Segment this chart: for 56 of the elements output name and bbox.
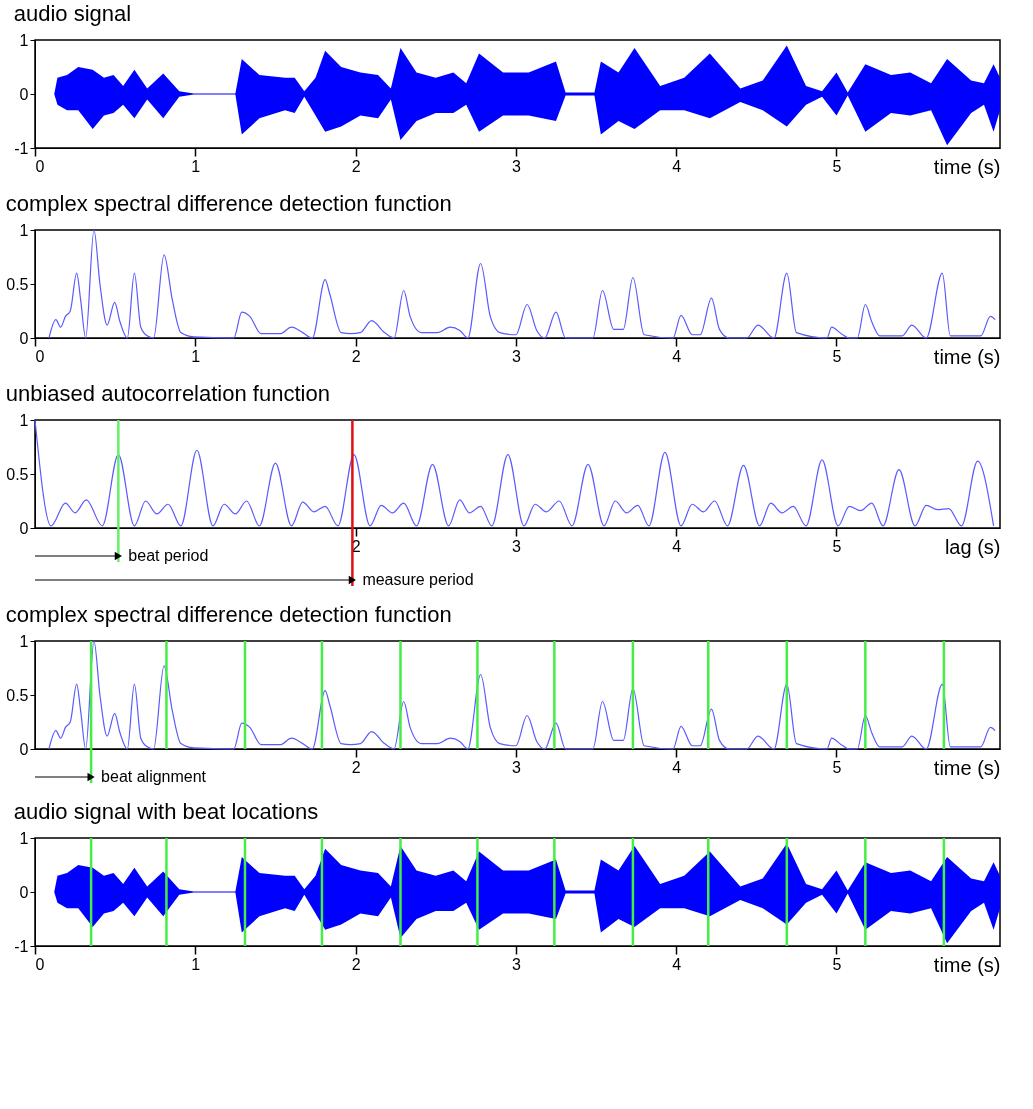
x-tick-label: 4 — [672, 537, 682, 555]
x-tick-label: 4 — [672, 157, 682, 175]
x-tick-label: 0 — [35, 157, 45, 175]
y-tick-label: 1 — [19, 411, 29, 429]
y-tick-label: 0 — [19, 740, 29, 758]
x-tick-label: 3 — [511, 537, 521, 555]
x-axis-title: time (s) — [933, 756, 1001, 779]
y-tick-label: 0 — [19, 329, 29, 347]
y-tick-label: 0 — [19, 85, 29, 103]
y-tick-label: 0 — [19, 883, 29, 901]
y-tick-label: 0 — [19, 519, 29, 537]
x-tick-label: 2 — [351, 955, 361, 973]
x-axis-title: time (s) — [933, 345, 1001, 368]
x-tick-label: 2 — [351, 758, 361, 776]
x-tick-label: 5 — [832, 758, 842, 776]
x-tick-label: 2 — [351, 347, 361, 365]
x-tick-label: 0 — [35, 347, 45, 365]
y-tick-label: 1 — [19, 31, 29, 49]
chart-title: audio signal — [13, 1, 132, 26]
x-tick-label: 1 — [191, 955, 201, 973]
x-tick-label: 1 — [191, 347, 201, 365]
x-tick-label: 3 — [511, 758, 521, 776]
x-tick-label: 5 — [832, 537, 842, 555]
x-tick-label: 2 — [351, 157, 361, 175]
ref-line-label: measure period — [362, 571, 474, 588]
x-axis-title: time (s) — [933, 155, 1001, 178]
chart-title: complex spectral difference detection function — [5, 191, 452, 216]
x-tick-label: 4 — [672, 758, 682, 776]
y-tick-label: -1 — [14, 937, 29, 955]
x-tick-label: 4 — [672, 347, 682, 365]
line-series — [48, 229, 996, 339]
y-tick-label: 1 — [19, 632, 29, 650]
x-tick-label: 1 — [191, 157, 201, 175]
line-series — [48, 640, 996, 750]
y-tick-label: -1 — [14, 139, 29, 157]
x-axis-title: lag (s) — [944, 535, 1001, 558]
ref-line-label: beat period — [128, 547, 209, 564]
y-tick-label: 0.5 — [6, 686, 29, 704]
x-tick-label: 0 — [35, 955, 45, 973]
chart-title: complex spectral difference detection function — [5, 602, 452, 627]
x-tick-label: 5 — [832, 157, 842, 175]
ref-line-label: beat alignment — [101, 768, 207, 785]
x-tick-label: 5 — [832, 347, 842, 365]
y-tick-label: 0.5 — [6, 275, 29, 293]
y-tick-label: 0.5 — [6, 465, 29, 483]
y-tick-label: 1 — [19, 829, 29, 847]
x-tick-label: 3 — [511, 157, 521, 175]
x-tick-label: 4 — [672, 955, 682, 973]
x-tick-label: 5 — [832, 955, 842, 973]
chart-title: audio signal with beat locations — [13, 799, 319, 824]
line-series — [34, 419, 995, 527]
y-tick-label: 1 — [19, 221, 29, 239]
chart-title: unbiased autocorrelation function — [5, 381, 330, 406]
x-tick-label: 3 — [511, 347, 521, 365]
x-axis-title: time (s) — [933, 953, 1001, 976]
x-tick-label: 3 — [511, 955, 521, 973]
